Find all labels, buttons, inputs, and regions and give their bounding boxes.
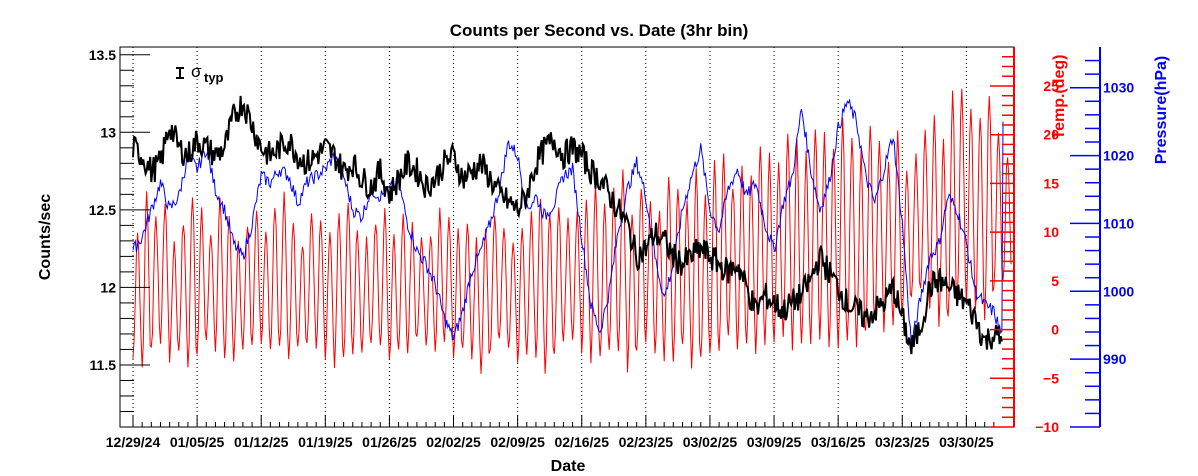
pressure-series — [132, 98, 1004, 345]
pressure-tick-label: 1030 — [1103, 80, 1134, 96]
x-tick-label: 03/09/25 — [747, 434, 802, 450]
vertical-grid-lines — [132, 47, 967, 427]
pressure-axis: 990 1000 1010 1020 1030 — [1070, 47, 1134, 428]
x-tick-label: 03/23/25 — [875, 434, 930, 450]
temp-tick-label: 5 — [1051, 273, 1059, 289]
x-tick-label: 02/02/25 — [426, 434, 481, 450]
x-tick-label: 02/09/25 — [490, 434, 545, 450]
x-axis: 12/29/24 01/05/25 01/12/25 01/19/25 01/26/25… — [106, 415, 995, 450]
chart-title: Counts per Second vs. Date (3hr bin) — [450, 21, 749, 40]
temp-axis-label: Temp.(deg) — [1051, 54, 1068, 139]
sigma-legend-subscript: typ — [204, 70, 224, 85]
temp-tick-label: 25 — [1043, 78, 1059, 94]
counts-series — [132, 95, 1003, 355]
temp-tick-label: −5 — [1043, 370, 1059, 386]
pressure-tick-label: 1020 — [1103, 148, 1134, 164]
pressure-line — [132, 98, 1004, 345]
temperature-line — [132, 88, 1012, 374]
x-tick-label: 01/26/25 — [362, 434, 417, 450]
x-tick-label: 01/05/25 — [170, 434, 225, 450]
x-tick-label: 01/19/25 — [298, 434, 353, 450]
temp-tick-label: 0 — [1051, 322, 1059, 338]
pressure-axis-label: Pressure(hPa) — [1153, 56, 1170, 165]
sigma-legend-symbol: σ — [191, 62, 202, 81]
y-tick-label: 11.5 — [90, 357, 117, 373]
temp-tick-label: 20 — [1043, 127, 1059, 143]
temp-tick-label: −10 — [1035, 419, 1059, 435]
counts-axis: 11.5 12 12.5 13 13.5 — [89, 47, 150, 428]
pressure-tick-label: 1000 — [1103, 283, 1134, 299]
x-tick-label: 01/12/25 — [234, 434, 289, 450]
x-tick-label: 12/29/24 — [106, 434, 161, 450]
x-tick-label: 02/23/25 — [619, 434, 674, 450]
x-tick-label: 03/30/25 — [939, 434, 994, 450]
temp-tick-label: 15 — [1043, 175, 1059, 191]
pressure-tick-label: 1010 — [1103, 215, 1134, 231]
y-axis-label: Counts/sec — [37, 194, 54, 280]
x-tick-label: 02/16/25 — [554, 434, 609, 450]
temperature-series — [132, 88, 1012, 374]
x-tick-label: 03/02/25 — [683, 434, 738, 450]
y-tick-label: 13.5 — [89, 47, 116, 63]
x-axis-label: Date — [551, 458, 586, 475]
x-tick-label: 03/16/25 — [811, 434, 866, 450]
y-tick-label: 12 — [100, 279, 116, 295]
temp-tick-label: 10 — [1043, 224, 1059, 240]
y-tick-label: 12.5 — [89, 202, 116, 218]
y-tick-label: 13 — [100, 124, 116, 140]
pressure-tick-label: 990 — [1103, 351, 1127, 367]
sigma-legend: σ typ — [176, 62, 224, 85]
counts-line — [132, 95, 1003, 355]
temperature-axis: −10 −5 0 5 10 15 20 25 — [990, 47, 1059, 435]
